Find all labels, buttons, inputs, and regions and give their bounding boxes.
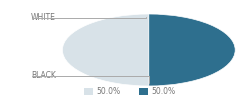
FancyBboxPatch shape bbox=[139, 88, 148, 95]
FancyBboxPatch shape bbox=[84, 88, 93, 95]
Text: 50.0%: 50.0% bbox=[151, 87, 175, 96]
Text: 50.0%: 50.0% bbox=[96, 87, 120, 96]
Wedge shape bbox=[62, 14, 149, 86]
Text: BLACK: BLACK bbox=[31, 72, 56, 80]
Text: WHITE: WHITE bbox=[31, 14, 56, 22]
Wedge shape bbox=[149, 14, 235, 86]
